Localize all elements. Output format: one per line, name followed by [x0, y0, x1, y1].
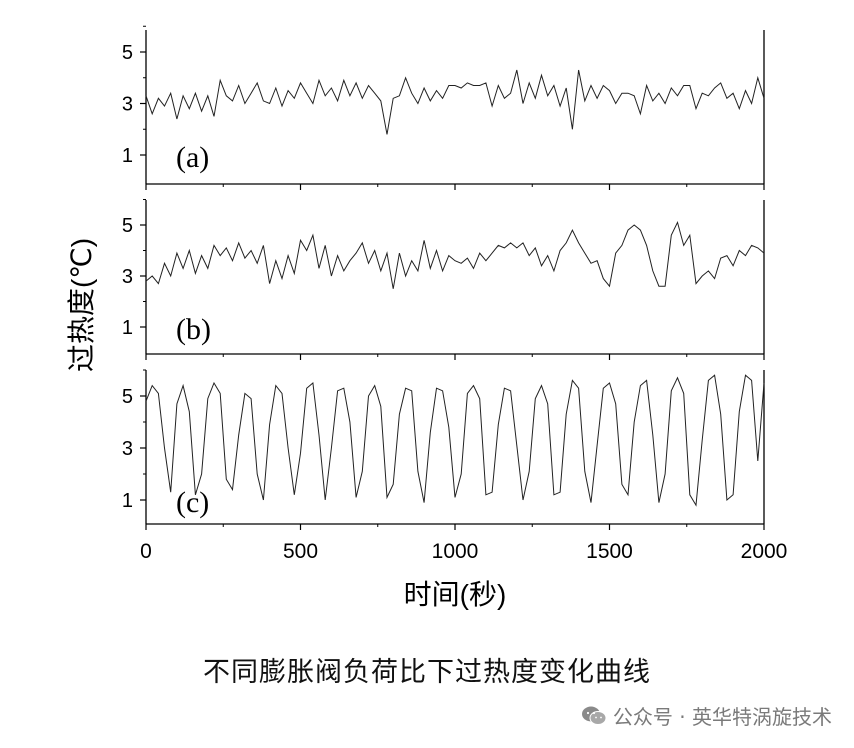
x-axis-title: 时间(秒): [404, 579, 507, 610]
y-tick-label: 1: [122, 317, 133, 339]
x-tick-label: 500: [283, 540, 318, 563]
panel-3: 1 3 5 (c): [122, 369, 765, 530]
y-tick-label: 3: [122, 266, 133, 288]
panel-label: (b): [176, 313, 211, 346]
y-tick-label: 3: [122, 94, 133, 116]
y-tick-label: 3: [122, 438, 133, 460]
watermark: 公众号 · 英华特涡旋技术: [581, 701, 832, 730]
figure-caption: 不同膨胀阀负荷比下过热度变化曲线: [203, 657, 651, 688]
panel-2: 1 3 5 (b): [122, 199, 765, 360]
y-tick-label: 5: [122, 42, 133, 64]
panel-1: 1 3 5 (a): [122, 25, 765, 190]
y-tick-label: 5: [122, 215, 133, 237]
y-tick-label: 1: [122, 490, 133, 512]
series-line: [145, 220, 765, 289]
x-tick-label: 0: [140, 540, 152, 563]
series-line: [145, 69, 765, 135]
x-tick-label: 1500: [586, 540, 633, 563]
panel-label: (a): [176, 141, 209, 174]
y-tick-label: 5: [122, 386, 133, 408]
series-line: [145, 374, 765, 507]
y-axis-title: 过热度(℃): [66, 238, 97, 372]
x-tick-label: 2000: [741, 540, 788, 563]
y-tick-label: 1: [122, 145, 133, 167]
x-tick-label: 1000: [432, 540, 479, 563]
panel-label: (c): [176, 486, 209, 519]
superheat-chart: 1 3 5 (a) 1 3 5 (b) 1 3 5 (c) 0 500 1000 1500 2000 时间(秒) 过…: [66, 25, 788, 610]
wechat-icon: [581, 706, 607, 725]
watermark-text: 公众号 · 英华特涡旋技术: [612, 705, 832, 729]
